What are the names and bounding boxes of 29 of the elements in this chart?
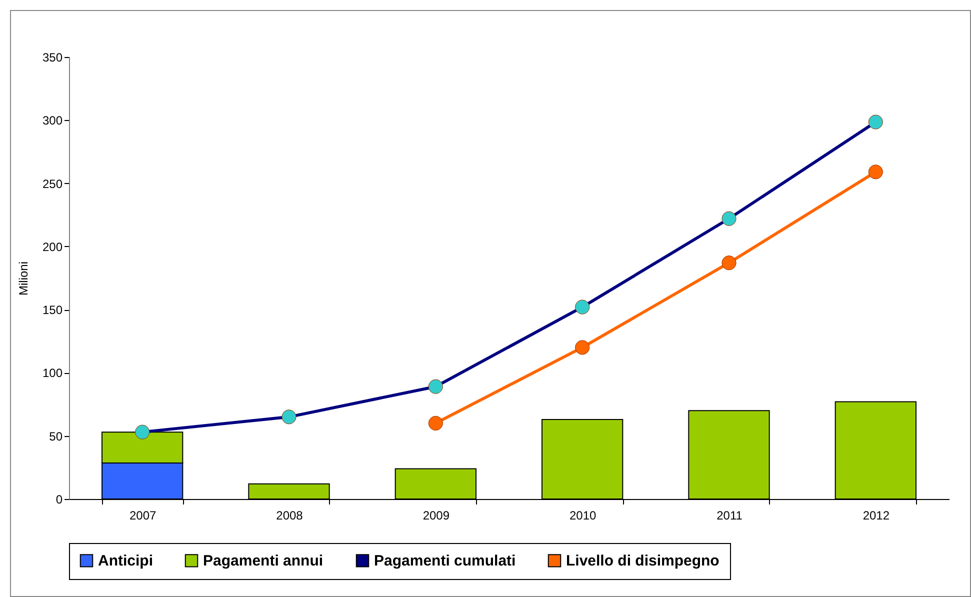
point (722, 256, 736, 270)
y-tick-label: 100 (42, 366, 63, 380)
point (282, 410, 296, 424)
y-tick-label: 300 (42, 114, 63, 128)
point (135, 424, 150, 440)
y-tick-label: 150 (42, 303, 63, 318)
y-tick-label: 250 (42, 176, 63, 191)
legend-label: Livello di disimpegno (566, 552, 720, 570)
y-tick-label: 0 (56, 492, 63, 506)
point (428, 379, 443, 394)
y-axis-title: Milioni (16, 261, 30, 296)
point (868, 164, 883, 180)
x-tick-label: 2009 (422, 508, 450, 522)
y-tick-label: 200 (42, 240, 63, 254)
point (868, 114, 883, 130)
point (722, 211, 736, 226)
x-tick-label: 2011 (716, 508, 743, 522)
y-tick-label: 350 (42, 50, 63, 64)
y-tick-label: 50 (49, 429, 63, 444)
legend-label: Anticipi (98, 552, 153, 570)
point (428, 416, 443, 431)
legend-label: Pagamenti annui (203, 552, 324, 570)
point (575, 300, 590, 314)
point (575, 340, 590, 355)
x-tick-label: 2008 (276, 508, 304, 522)
x-tick-label: 2012 (862, 508, 890, 522)
x-tick-label: 2010 (569, 508, 597, 522)
legend-label: Pagamenti cumulati (374, 552, 516, 570)
x-tick-label: 2007 (129, 508, 157, 522)
